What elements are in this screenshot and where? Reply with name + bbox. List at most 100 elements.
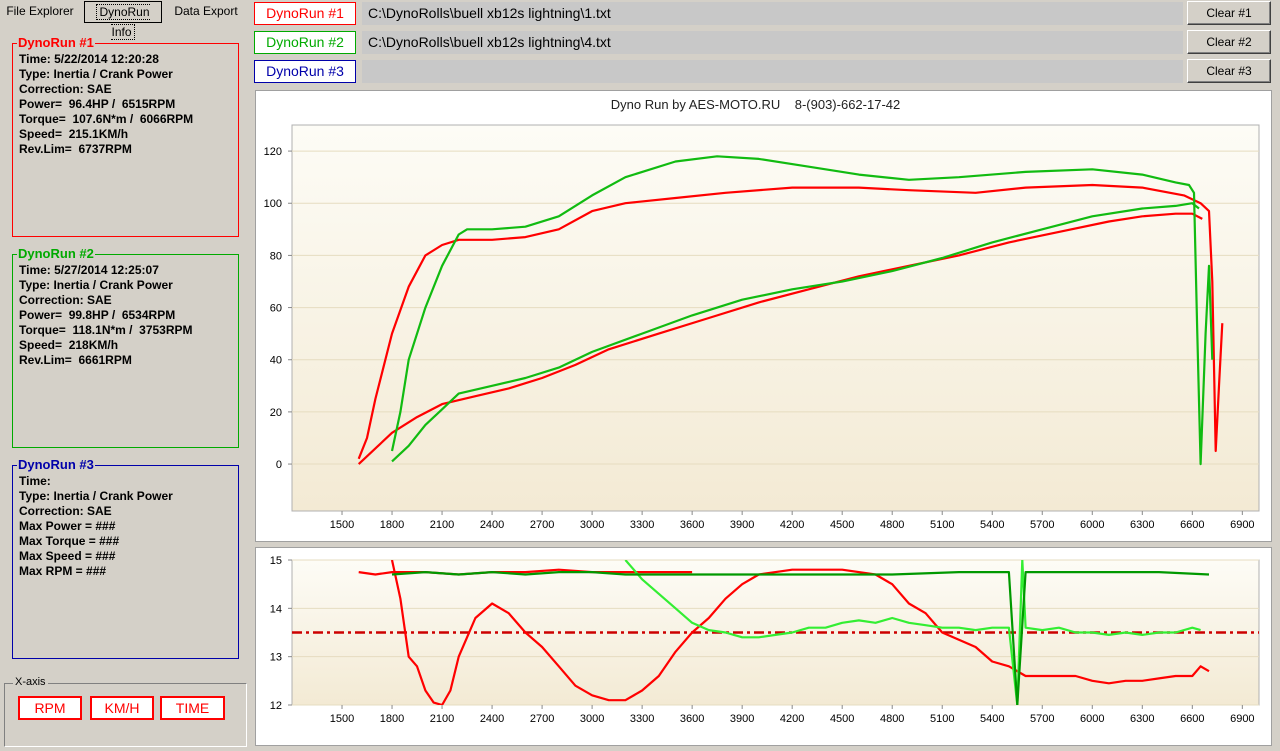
run1-afr-line	[390, 560, 1210, 705]
run3-info-line: Correction: SAE	[19, 504, 112, 518]
run3-info-box: DynoRun #3 Time: Type: Inertia / Crank P…	[12, 457, 239, 659]
x-tick-label: 5400	[980, 713, 1004, 725]
dyno-chart: Dyno Run by AES-MOTO.RU 8-(903)-662-17-4…	[264, 97, 1260, 531]
run2-power-line	[391, 202, 1200, 463]
x-tick-label: 3000	[580, 713, 604, 725]
clear-run3-button[interactable]: Clear #3	[1187, 59, 1271, 83]
x-tick-label: 4500	[830, 713, 854, 725]
x-tick-label: 2700	[530, 713, 554, 725]
run3-label-button[interactable]: DynoRun #3	[254, 60, 356, 83]
x-tick-label: 1800	[380, 519, 404, 531]
run2-torque-line	[390, 155, 1214, 466]
tab-data-export-label: Data Export	[174, 4, 238, 18]
tab-file-explorer[interactable]: File Explorer	[2, 1, 78, 23]
run2-afr-line	[624, 560, 1201, 705]
run2-info-box: DynoRun #2 Time: 5/27/2014 12:25:07 Type…	[12, 246, 239, 448]
tab-dynorun-info[interactable]: DynoRun Info	[84, 1, 162, 40]
dyno-chart-panel: Dyno Run by AES-MOTO.RU 8-(903)-662-17-4…	[255, 90, 1272, 542]
run2-info-line: Rev.Lim= 6661RPM	[19, 353, 132, 367]
x-tick-label: 4200	[780, 713, 804, 725]
run1-torque-line	[357, 183, 1224, 460]
y-tick-label: 80	[270, 250, 282, 262]
run3-info-line: Time:	[19, 474, 51, 488]
clear-run2-button[interactable]: Clear #2	[1187, 30, 1271, 54]
y-tick-label: 14	[270, 603, 282, 615]
x-tick-label: 1500	[330, 519, 354, 531]
y-tick-label: 20	[270, 407, 282, 419]
run2-info-line: Correction: SAE	[19, 293, 112, 307]
chart-title: Dyno Run by AES-MOTO.RU 8-(903)-662-17-4…	[611, 97, 901, 112]
xaxis-legend: X-axis	[13, 676, 48, 688]
xaxis-time-button[interactable]: TIME	[160, 696, 225, 720]
x-tick-label: 2400	[480, 519, 504, 531]
run2-info-line: Power= 99.8HP / 6534RPM	[19, 308, 176, 322]
run3-info-line: Type: Inertia / Crank Power	[19, 489, 173, 503]
run2-info-line: Time: 5/27/2014 12:25:07	[19, 263, 159, 277]
run1-info-line: Time: 5/22/2014 12:20:28	[19, 52, 159, 66]
x-tick-label: 5700	[1030, 519, 1054, 531]
y-tick-label: 100	[264, 198, 282, 210]
plot-area	[291, 124, 1260, 512]
afr-chart-panel: 12 13 14 15 1500 1800 2100 2400 2700 3000 3300 3600…	[255, 547, 1272, 746]
x-tick-label: 2100	[430, 713, 454, 725]
xaxis-rpm-button[interactable]: RPM	[18, 696, 82, 720]
x-tick-label: 3900	[730, 519, 754, 531]
y-tick-label: 0	[276, 459, 282, 471]
run2-path-field[interactable]: C:\DynoRolls\buell xb12s lightning\4.txt	[362, 31, 1183, 54]
dynorun-info-panel: DynoRun #1 Time: 5/22/2014 12:20:28 Type…	[0, 24, 247, 751]
x-tick-label: 3600	[680, 519, 704, 531]
run3-info-line: Max Power = ###	[19, 519, 116, 533]
x-tick-label: 6900	[1230, 519, 1254, 531]
x-tick-label: 6000	[1080, 519, 1104, 531]
run1-label-button[interactable]: DynoRun #1	[254, 2, 356, 25]
x-tick-label: 2100	[430, 519, 454, 531]
run3-path-field[interactable]	[362, 60, 1183, 83]
y-tick-label: 13	[270, 652, 282, 664]
x-tick-label: 6900	[1230, 713, 1254, 725]
run1-info-line: Power= 96.4HP / 6515RPM	[19, 97, 176, 111]
xaxis-kmh-button[interactable]: KM/H	[90, 696, 154, 720]
run2-info-title: DynoRun #2	[17, 246, 95, 261]
x-tick-label: 5400	[980, 519, 1004, 531]
run2-afr-flat-line	[391, 571, 1210, 705]
run1-info-line: Rev.Lim= 6737RPM	[19, 142, 132, 156]
x-tick-label: 6300	[1130, 519, 1154, 531]
run1-info-line: Torque= 107.6N*m / 6066RPM	[19, 112, 194, 126]
clear-run1-button[interactable]: Clear #1	[1187, 1, 1271, 25]
x-tick-label: 3300	[630, 713, 654, 725]
x-tick-label: 5700	[1030, 713, 1054, 725]
x-tick-label: 4800	[880, 519, 904, 531]
xaxis-group: X-axis RPM KM/H TIME	[4, 676, 247, 747]
x-tick-label: 6600	[1180, 519, 1204, 531]
run1-info-title: DynoRun #1	[17, 35, 95, 50]
run2-info-line: Speed= 218KM/h	[19, 338, 119, 352]
run1-info-line: Speed= 215.1KM/h	[19, 127, 129, 141]
x-tick-label: 6600	[1180, 713, 1204, 725]
run3-info-title: DynoRun #3	[17, 457, 95, 472]
tab-data-export[interactable]: Data Export	[168, 1, 244, 23]
run3-info-line: Max Torque = ###	[19, 534, 120, 548]
x-tick-label: 3600	[680, 713, 704, 725]
x-tick-label: 2700	[530, 519, 554, 531]
run1-info-line: Correction: SAE	[19, 82, 112, 96]
x-tick-label: 4800	[880, 713, 904, 725]
x-tick-label: 5100	[930, 519, 954, 531]
run3-info-line: Max Speed = ###	[19, 549, 116, 563]
x-tick-label: 1500	[330, 713, 354, 725]
y-tick-label: 15	[270, 555, 282, 567]
afr-chart: 12 13 14 15 1500 1800 2100 2400 2700 3000 3300 3600…	[270, 555, 1260, 725]
y-tick-label: 12	[270, 700, 282, 712]
run1-path-field[interactable]: C:\DynoRolls\buell xb12s lightning\1.txt	[362, 2, 1183, 25]
x-tick-label: 6300	[1130, 713, 1154, 725]
left-tab-strip: File Explorer DynoRun Info Data Export	[0, 0, 246, 40]
run3-info-line: Max RPM = ###	[19, 564, 107, 578]
y-tick-label: 120	[264, 146, 282, 158]
x-tick-label: 3300	[630, 519, 654, 531]
x-tick-label: 4500	[830, 519, 854, 531]
y-tick-label: 40	[270, 355, 282, 367]
run2-info-line: Type: Inertia / Crank Power	[19, 278, 173, 292]
run1-power-line	[357, 212, 1203, 465]
run2-label-button[interactable]: DynoRun #2	[254, 31, 356, 54]
run1-afr-flat-line	[358, 568, 693, 576]
x-tick-label: 4200	[780, 519, 804, 531]
